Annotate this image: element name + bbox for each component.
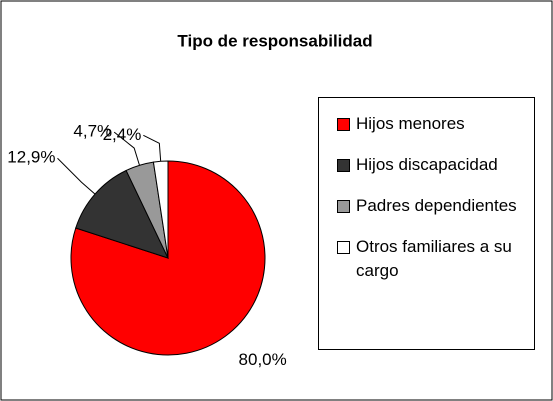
data-label: 4,7% xyxy=(73,122,112,141)
leader-line xyxy=(143,134,162,162)
legend-swatch xyxy=(337,241,350,254)
chart-title: Tipo de responsabilidad xyxy=(177,31,372,50)
legend-label: Hijos menores xyxy=(356,114,465,133)
pie-slice xyxy=(70,160,266,356)
leader-line xyxy=(57,157,96,195)
leader-line xyxy=(113,131,140,166)
legend-label: Hijos discapacidad xyxy=(356,155,498,174)
legend-item: Padres dependientes xyxy=(337,194,528,218)
legend-item: Hijos discapacidad xyxy=(337,153,528,177)
data-label: 2,4% xyxy=(103,125,142,144)
data-label: 12,9% xyxy=(7,148,55,167)
legend-swatch xyxy=(337,118,350,131)
legend-swatch xyxy=(337,159,350,172)
data-label: 80,0% xyxy=(239,350,287,369)
legend-label: Padres dependientes xyxy=(356,196,517,215)
pie-slice xyxy=(152,160,169,259)
legend-item: Hijos menores xyxy=(337,112,528,136)
legend-swatch xyxy=(337,200,350,213)
legend-item: Otros familiares a su cargo xyxy=(337,235,528,283)
legend: Hijos menores Hijos discapacidad Padres de… xyxy=(318,97,535,350)
legend-label: Otros familiares a su cargo xyxy=(356,237,512,280)
